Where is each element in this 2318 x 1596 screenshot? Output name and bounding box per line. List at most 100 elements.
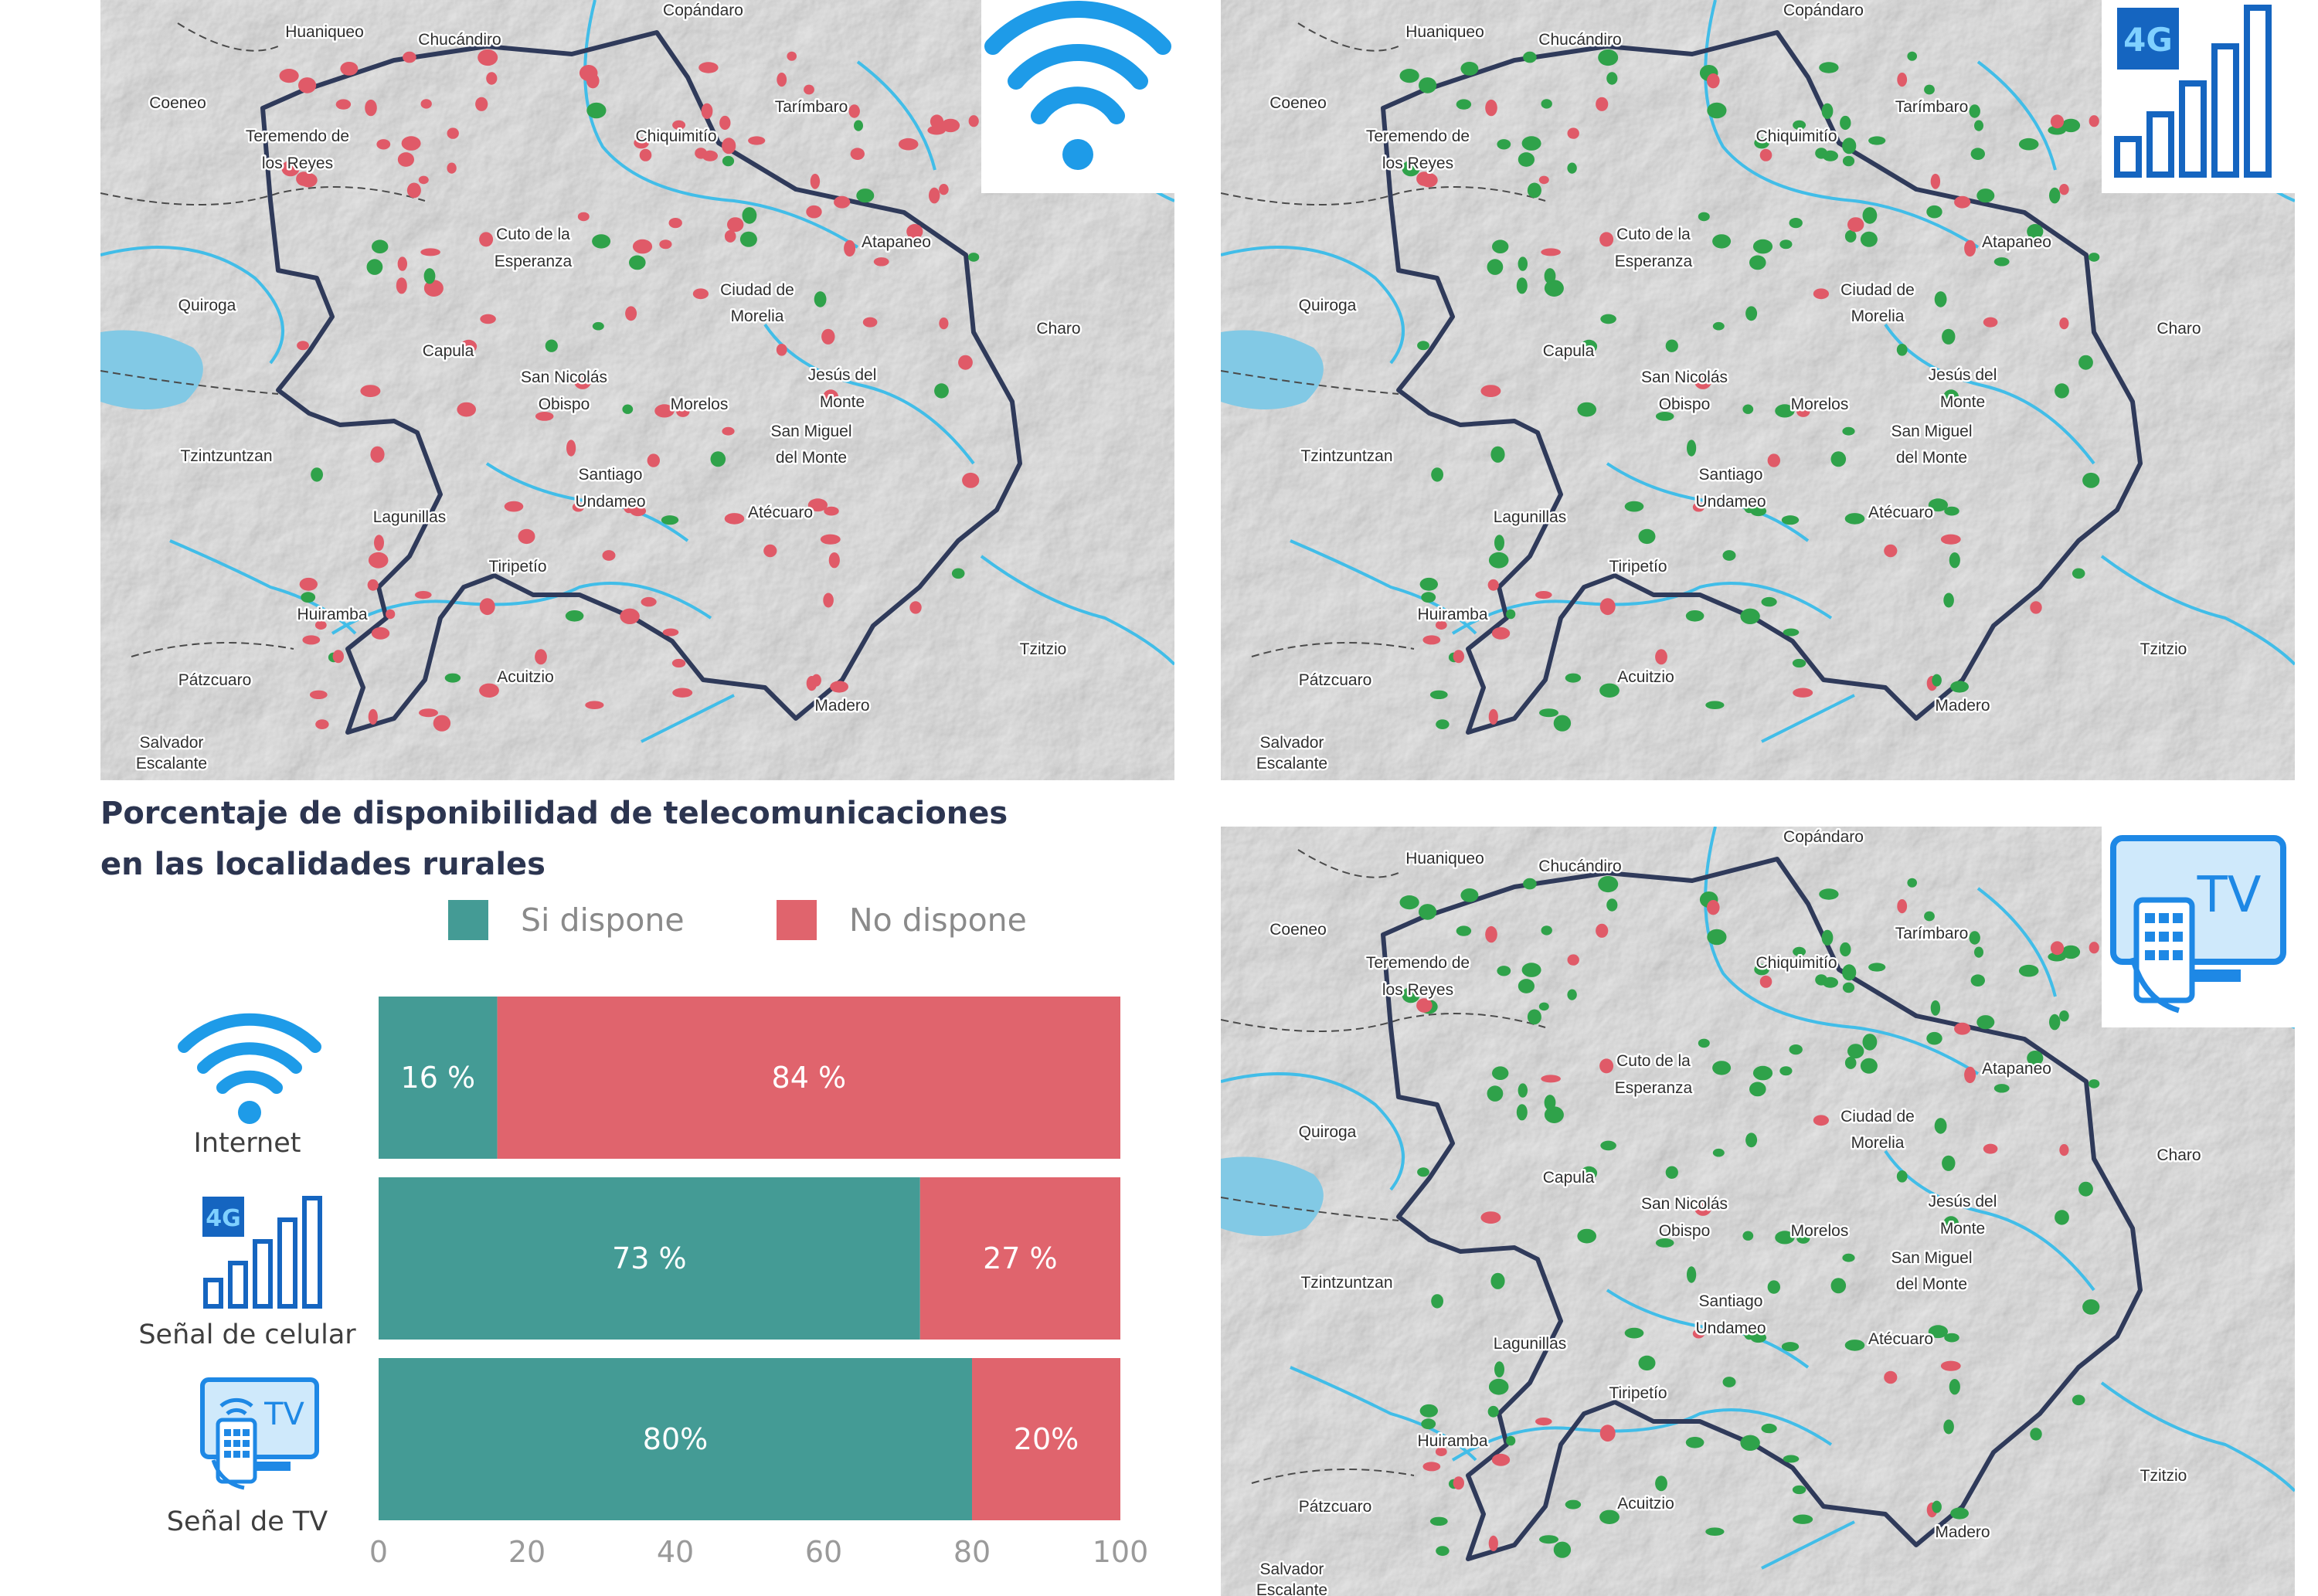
x-tick-label: 80	[953, 1535, 991, 1569]
locality-dot	[386, 609, 396, 620]
locality-dot	[1518, 1083, 1528, 1098]
place-label: Obispo	[539, 396, 590, 413]
locality-dot	[2061, 945, 2081, 959]
locality-dot	[433, 715, 451, 732]
locality-dot	[444, 673, 461, 683]
locality-dot	[639, 148, 652, 161]
locality-dot	[1934, 1118, 1947, 1134]
locality-dot	[1789, 1044, 1803, 1055]
locality-dot	[1431, 1294, 1443, 1309]
locality-dot	[1694, 372, 1712, 389]
place-label: Atapaneo	[862, 233, 931, 251]
locality-dot	[2088, 1079, 2100, 1088]
map-tv: Huaniqueo Chucándiro Copándaro Coeneo Tarímb…	[1221, 827, 2295, 1596]
x-tick-label: 0	[369, 1535, 388, 1569]
locality-dot	[1518, 979, 1535, 993]
place-label: Atécuaro	[1868, 504, 1933, 521]
locality-dot	[1417, 1167, 1429, 1177]
place-label: los Reyes	[262, 155, 333, 172]
locality-dot	[1930, 173, 1941, 189]
locality-dot	[1535, 591, 1552, 599]
place-label: Coeneo	[1269, 94, 1327, 112]
locality-dot	[1842, 155, 1855, 167]
place-label: Huiramba	[297, 606, 367, 623]
bar-data-label: 73 %	[612, 1241, 687, 1275]
place-label: Tzitzio	[2140, 1467, 2187, 1485]
locality-dot	[1844, 1340, 1865, 1351]
locality-dot	[1840, 942, 1851, 957]
locality-dot	[1399, 895, 1419, 910]
place-label: San Miguel	[1891, 1249, 1972, 1267]
locality-dot	[545, 339, 558, 352]
locality-dot	[1924, 911, 1935, 922]
legend-si: Si dispone	[448, 900, 685, 940]
bar-data-label: 20%	[1014, 1422, 1079, 1456]
locality-dot	[1419, 904, 1437, 920]
locality-dot	[1421, 592, 1436, 603]
locality-dot	[1842, 1253, 1855, 1262]
locality-dot	[1705, 701, 1725, 709]
locality-dot	[1580, 1166, 1598, 1180]
locality-dot	[2018, 964, 2039, 977]
locality-dot	[1954, 1022, 1971, 1035]
locality-dot	[585, 701, 604, 709]
locality-dot	[1789, 218, 1803, 229]
place-label: Quiroga	[1299, 1123, 1357, 1141]
locality-dot	[573, 372, 592, 389]
locality-dot	[1969, 104, 1980, 118]
locality-dot	[1687, 440, 1697, 457]
locality-dot	[447, 346, 463, 356]
locality-dot	[806, 205, 822, 219]
locality-dot	[1793, 1514, 1813, 1524]
locality-dot	[1897, 899, 1908, 914]
locality-dot	[1488, 1378, 1509, 1395]
locality-dot	[1624, 1327, 1644, 1339]
locality-dot	[1480, 385, 1501, 397]
locality-dot	[1655, 1238, 1674, 1248]
locality-dot	[1516, 1104, 1528, 1121]
locality-dot	[632, 239, 653, 254]
locality-dot	[457, 402, 476, 417]
locality-dot	[1752, 1065, 1773, 1081]
locality-dot	[1599, 598, 1616, 616]
place-label: San Nicolás	[1641, 368, 1728, 386]
locality-dot	[848, 104, 860, 118]
locality-dot	[577, 212, 590, 222]
locality-dot	[1692, 1329, 1705, 1339]
place-label: Esperanza	[1615, 1079, 1693, 1097]
locality-dot	[1842, 138, 1857, 155]
locality-dot	[299, 577, 318, 591]
locality-dot	[2055, 1210, 2069, 1225]
locality-dot	[298, 77, 317, 93]
locality-dot	[821, 328, 835, 345]
map-internet: Huaniqueo Chucándiro Copándaro Coeneo Tarímb…	[100, 0, 1174, 780]
place-label: Ciudad de	[720, 281, 794, 299]
locality-dot	[1884, 544, 1898, 558]
locality-dot	[1830, 1278, 1847, 1294]
road	[100, 186, 426, 205]
locality-dot	[1712, 234, 1732, 249]
locality-dot	[365, 99, 377, 117]
locality-dot	[1694, 1199, 1712, 1216]
lake	[1221, 1156, 1324, 1236]
locality-dot	[1750, 505, 1767, 517]
river	[1606, 462, 1810, 542]
locality-dot	[1813, 288, 1829, 300]
locality-dot	[962, 472, 980, 488]
locality-dot	[807, 498, 828, 512]
locality-dot	[1907, 51, 1917, 61]
bar-data-label: 80%	[643, 1422, 708, 1456]
river	[485, 462, 689, 542]
locality-dot	[958, 355, 973, 370]
locality-dot	[2048, 952, 2066, 962]
place-label: Charo	[1036, 320, 1080, 338]
locality-dot	[2078, 355, 2093, 370]
locality-dot	[415, 591, 432, 599]
place-label: Capula	[423, 342, 474, 360]
locality-dot	[1419, 77, 1437, 93]
locality-dot	[279, 69, 299, 83]
place-label: Tiripetío	[1609, 558, 1667, 576]
locality-dot	[1792, 1485, 1806, 1495]
place-label: Morelia	[1851, 307, 1905, 325]
locality-dot	[1606, 72, 1618, 85]
